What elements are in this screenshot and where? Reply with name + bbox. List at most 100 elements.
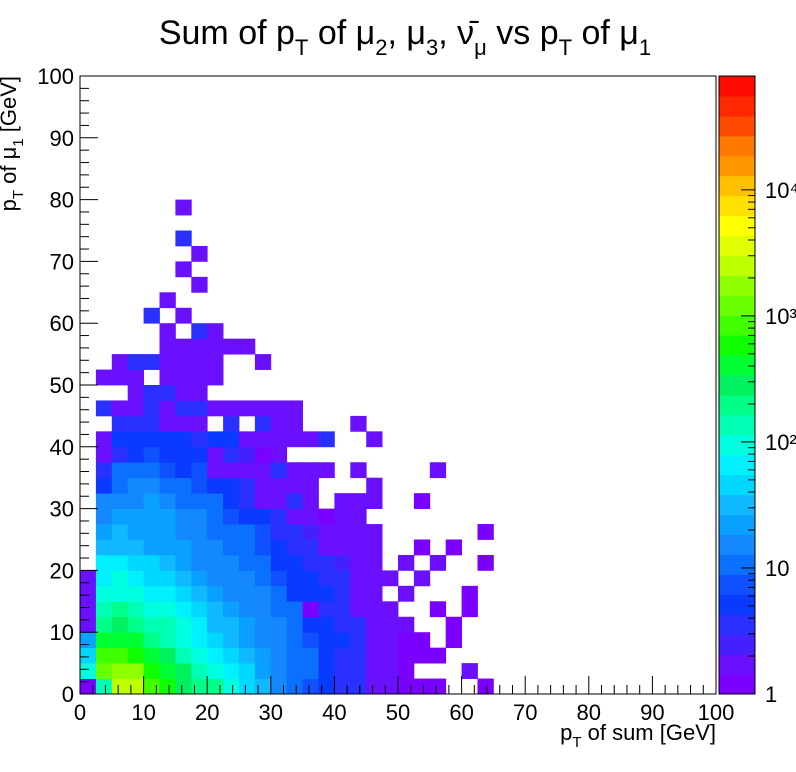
- heatmap-cell: [286, 415, 303, 432]
- heatmap-cell: [175, 663, 192, 679]
- heatmap-cell: [143, 632, 160, 649]
- y-tick-label: 90: [50, 126, 74, 151]
- heatmap-cell: [159, 431, 176, 448]
- heatmap-cell: [159, 601, 176, 618]
- heatmap-cell: [366, 585, 383, 602]
- heatmap-cell: [159, 678, 176, 695]
- heatmap-cell: [334, 647, 351, 664]
- heatmap-cell: [127, 539, 144, 556]
- heatmap-cell: [286, 431, 303, 448]
- heatmap-cell: [270, 524, 288, 540]
- heatmap-cell: [286, 647, 303, 664]
- heatmap-cell: [111, 446, 129, 463]
- heatmap-cell: [191, 493, 208, 509]
- heatmap-cell: [175, 431, 192, 448]
- heatmap-cell: [143, 446, 160, 463]
- colorbar-segment: [719, 335, 755, 356]
- heatmap-cell: [286, 554, 303, 571]
- heatmap-cell: [159, 524, 176, 540]
- heatmap-cell: [366, 601, 383, 618]
- heatmap-cell: [254, 354, 272, 370]
- text-run: of μ: [0, 147, 21, 190]
- heatmap-cell: [334, 524, 351, 540]
- heatmap-cell: [207, 678, 224, 695]
- colorbar-segment: [719, 235, 755, 256]
- heatmap-cell: [366, 493, 383, 509]
- heatmap-cell: [127, 369, 144, 386]
- subscript: 1: [639, 35, 651, 60]
- text-run: of μ: [308, 14, 375, 52]
- heatmap-cell: [286, 616, 303, 633]
- heatmap-cell: [350, 616, 367, 633]
- heatmap-cell: [127, 431, 144, 448]
- heatmap-cell: [111, 369, 129, 386]
- heatmap-cell: [127, 493, 144, 509]
- heatmap-cell: [207, 431, 224, 448]
- heatmap-cell: [223, 477, 240, 494]
- heatmap-cell: [270, 446, 288, 463]
- heatmap-cell: [143, 508, 160, 525]
- heatmap-cell: [95, 400, 113, 417]
- heatmap-cell: [366, 554, 383, 571]
- colorbar-segment: [719, 135, 755, 157]
- heatmap-cell: [477, 678, 494, 695]
- heatmap-cell: [350, 539, 367, 556]
- heatmap-cell: [143, 400, 160, 417]
- text-run: p: [0, 199, 21, 211]
- heatmap-cell: [334, 632, 351, 649]
- heatmap-cell: [159, 446, 176, 463]
- heatmap-cell: [127, 354, 144, 370]
- heatmap-cell: [191, 446, 208, 463]
- heatmap-cell: [239, 462, 256, 479]
- heatmap-cell: [239, 539, 256, 556]
- heatmap-cell: [413, 678, 431, 695]
- heatmap-cell: [127, 462, 144, 479]
- heatmap-cell: [159, 354, 176, 370]
- heatmap-cell: [318, 663, 335, 679]
- colorbar-segment: [719, 654, 755, 675]
- heatmap-cell: [111, 400, 129, 417]
- y-tick-label: 30: [50, 497, 74, 522]
- heatmap-cell: [413, 632, 431, 649]
- heatmap-cell: [223, 570, 240, 587]
- heatmap-cell: [159, 415, 176, 432]
- heatmap-cell: [334, 539, 351, 556]
- subscript: T: [572, 734, 581, 751]
- heatmap-cell: [95, 585, 113, 602]
- heatmap-cell: [286, 508, 303, 525]
- heatmap-cell: [223, 338, 240, 355]
- heatmap-cell: [254, 601, 272, 618]
- heatmap-cell: [239, 446, 256, 463]
- heatmap-cell: [270, 601, 288, 618]
- colorbar-segment: [719, 494, 755, 516]
- heatmap-cell: [127, 585, 144, 602]
- heatmap-cell: [254, 585, 272, 602]
- heatmap-cell: [191, 647, 208, 664]
- heatmap-cell: [111, 570, 129, 587]
- chart-title: Sum of pT of μ2, μ3, ν̄μ vs pT of μ1: [159, 14, 651, 60]
- heatmap-cell: [334, 585, 351, 602]
- heatmap-cell: [207, 570, 224, 587]
- heatmap-cell: [175, 678, 192, 695]
- heatmap-cell: [302, 663, 319, 679]
- heatmap-cell: [270, 493, 288, 509]
- heatmap-cell: [127, 632, 144, 649]
- heatmap-cell: [127, 616, 144, 633]
- heatmap-cell: [286, 524, 303, 540]
- heatmap-cell: [159, 570, 176, 587]
- heatmap-cell: [207, 400, 224, 417]
- heatmap-cell: [302, 431, 319, 448]
- heatmap-cell: [286, 663, 303, 679]
- heatmap-cell: [127, 663, 144, 679]
- heatmap-cell: [159, 323, 176, 340]
- heatmap-cell: [334, 663, 351, 679]
- heatmap-cell: [175, 446, 192, 463]
- heatmap-cell: [302, 647, 319, 664]
- heatmap-cell: [143, 431, 160, 448]
- heatmap-cell: [207, 524, 224, 540]
- heatmap-cell: [318, 508, 335, 525]
- heatmap-cell: [191, 508, 208, 525]
- heatmap-cell: [80, 601, 97, 618]
- heatmap-cell: [175, 477, 192, 494]
